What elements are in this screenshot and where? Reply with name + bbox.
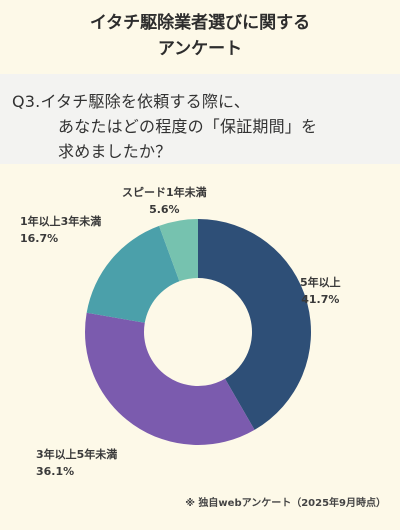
donut-chart-area: 5年以上 41.7% 3年以上5年未満 36.1% 1年以上3年未満 16.7%… [0,170,400,500]
donut-slice-3 [159,219,198,282]
donut-slice-1 [84,312,255,445]
slice-label-text: 5年以上 [300,276,341,289]
slice-label-speedy-under-1-year: スピード1年未満 5.6% [122,184,207,218]
question-line2: あなたはどの程度の「保証期間」を [58,117,318,136]
donut-slice-2 [86,225,180,323]
survey-title: イタチ駆除業者選びに関する アンケート [0,0,400,70]
question-line3: 求めましたか？ [58,142,172,161]
survey-title-line2: アンケート [157,39,243,59]
slice-label-3-to-5-years: 3年以上5年未満 36.1% [36,446,117,480]
slice-label-1-to-3-years: 1年以上3年未満 16.7% [20,213,101,247]
donut-slice-0 [198,219,311,430]
survey-title-line1: イタチ駆除業者選びに関する [89,13,311,33]
donut-chart [84,219,311,445]
question-line1: Q3.イタチ駆除を依頼する際に、 [12,92,250,111]
slice-value-text: 16.7% [20,232,59,245]
slice-label-text: スピード1年未満 [122,186,207,199]
slice-value-text: 36.1% [36,465,75,478]
question-block: Q3.イタチ駆除を依頼する際に、 あなたはどの程度の「保証期間」を 求めましたか… [0,74,400,164]
slice-value-text: 41.7% [301,293,340,306]
slice-value-text: 5.6% [149,203,180,216]
slice-label-5-years-plus: 5年以上 41.7% [300,274,341,308]
slice-label-text: 3年以上5年未満 [36,448,118,461]
slice-label-text: 1年以上3年未満 [20,215,102,228]
source-footnote: ※ 独自webアンケート（2025年9月時点） [185,498,386,509]
